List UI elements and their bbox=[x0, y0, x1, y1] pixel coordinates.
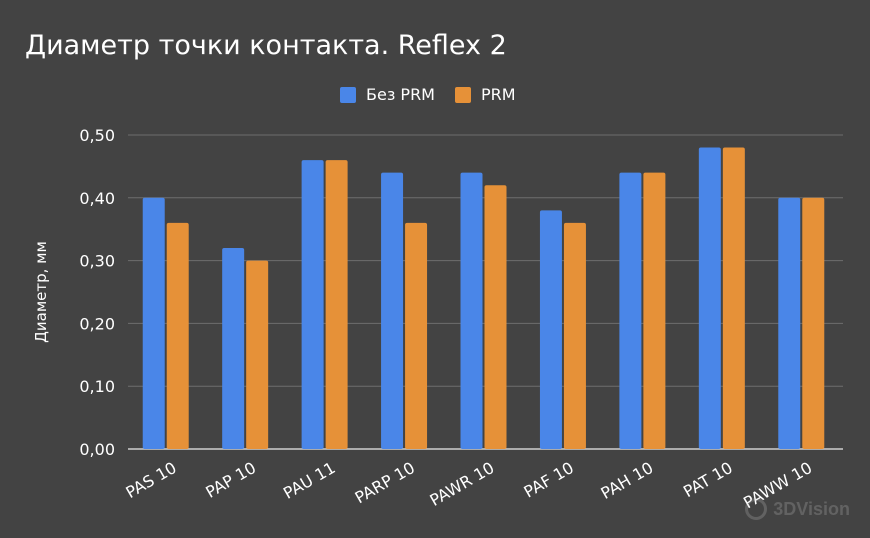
bar-series-2 bbox=[484, 185, 507, 450]
bar-series-2 bbox=[643, 172, 666, 449]
bar-series-2 bbox=[325, 160, 348, 449]
bar-series-2 bbox=[405, 222, 428, 449]
bar-series-1 bbox=[222, 248, 245, 449]
x-tick-label: PAWR 10 bbox=[426, 458, 497, 510]
bar-series-1 bbox=[301, 160, 324, 449]
watermark-text: 3DVision bbox=[773, 498, 850, 519]
bar-series-1 bbox=[698, 147, 721, 449]
bar-series-1 bbox=[142, 197, 165, 449]
legend: Без PRM PRM bbox=[340, 85, 536, 104]
y-tick-label: 0,30 bbox=[79, 252, 115, 271]
y-axis-label: Диаметр, мм bbox=[32, 241, 50, 343]
y-tick-label: 0,40 bbox=[79, 189, 115, 208]
bar-series-1 bbox=[619, 172, 642, 449]
legend-swatch-series-2 bbox=[454, 86, 471, 103]
bar-series-1 bbox=[778, 197, 801, 449]
bar-series-1 bbox=[539, 210, 562, 449]
x-tick-label: PAT 10 bbox=[680, 458, 736, 501]
bar-series-2 bbox=[246, 260, 269, 449]
bar-series-2 bbox=[563, 222, 586, 449]
x-tick-label: PAP 10 bbox=[202, 458, 259, 502]
bar-series-2 bbox=[722, 147, 745, 449]
x-tick-label: PAH 10 bbox=[597, 458, 656, 503]
watermark-logo-icon bbox=[745, 498, 768, 520]
bar-series-1 bbox=[460, 172, 483, 449]
x-tick-label: PARP 10 bbox=[352, 458, 418, 507]
x-tick-label: PAF 10 bbox=[520, 458, 576, 502]
y-tick-label: 0,10 bbox=[79, 377, 115, 396]
legend-label-series-1: Без PRM bbox=[366, 85, 435, 104]
legend-label-series-2: PRM bbox=[480, 85, 516, 104]
y-tick-label: 0,50 bbox=[79, 126, 115, 145]
y-tick-label: 0,00 bbox=[79, 440, 115, 459]
x-tick-label: PAU 11 bbox=[280, 458, 339, 503]
x-tick-label: PAS 10 bbox=[122, 458, 179, 502]
bar-series-1 bbox=[381, 172, 404, 449]
legend-swatch-series-1 bbox=[340, 86, 356, 103]
y-tick-label: 0,20 bbox=[79, 314, 115, 333]
legend-item-series-2: PRM bbox=[454, 85, 516, 104]
bar-series-2 bbox=[166, 222, 189, 449]
bar-series-2 bbox=[802, 197, 825, 449]
legend-item-series-1: Без PRM bbox=[340, 85, 435, 104]
watermark: 3DVision bbox=[745, 498, 850, 520]
chart-title: Диаметр точки контакта. Reflex 2 bbox=[25, 30, 507, 61]
